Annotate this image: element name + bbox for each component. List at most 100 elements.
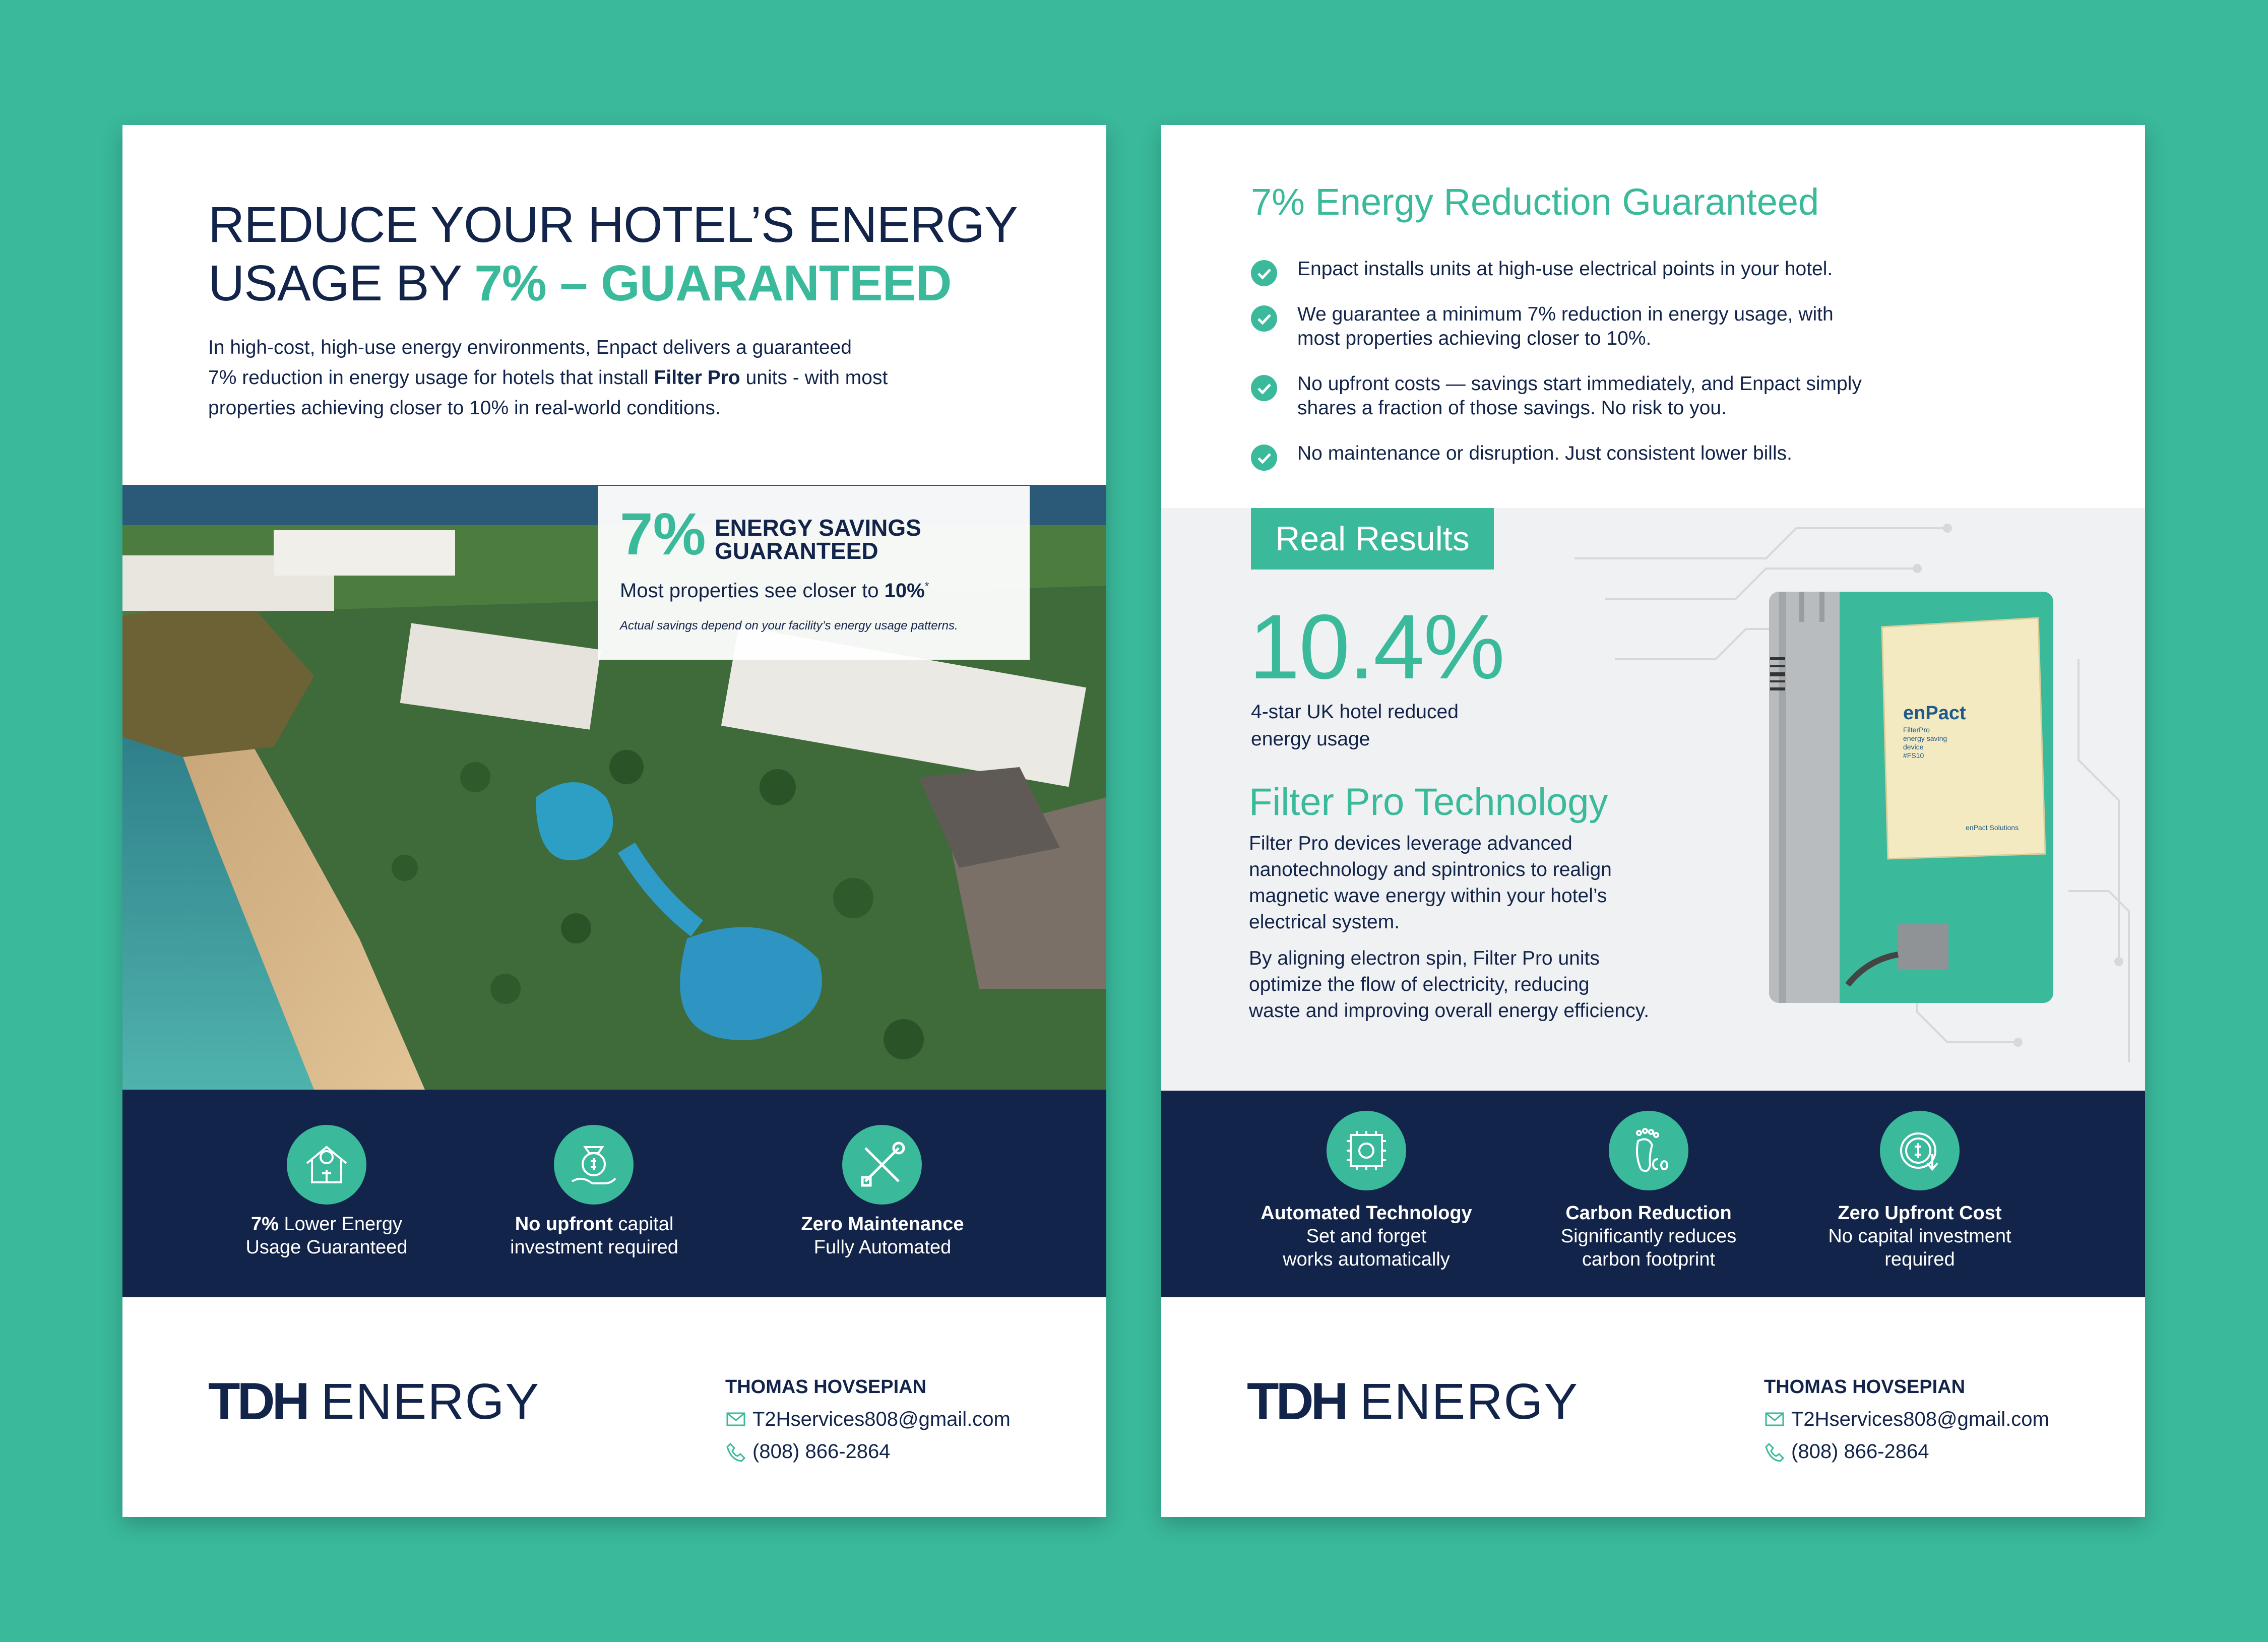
feature-line: works automatically [1283,1249,1450,1270]
callout-sub-value: 10% [884,580,925,602]
callout-percent: 7% [620,501,706,567]
feature-zero-upfront: Zero Upfront Cost No capital investment … [1797,1202,2042,1271]
feature-line: Fully Automated [813,1237,952,1258]
benefit-text: shares a fraction of those savings. No r… [1297,397,1727,419]
features-band: 7% Lower Energy Usage Guaranteed No upfr… [122,1090,1106,1297]
benefit-text: No upfront costs — savings start immedia… [1297,373,1862,395]
feature-line: No capital investment [1828,1226,2011,1247]
contact-block: THOMAS HOVSEPIAN T2Hservices808@gmail.co… [1764,1371,2049,1468]
benefit-item: We guarantee a minimum 7% reduction in e… [1251,302,1957,351]
contact-email[interactable]: T2Hservices808@gmail.com [752,1408,1011,1430]
contact-phone-row[interactable]: (808) 866-2864 [725,1435,1011,1468]
feature-lower-energy: 7% Lower Energy Usage Guaranteed [213,1213,440,1259]
tech-line: By aligning electron spin, Filter Pro un… [1249,948,1600,969]
stat-label: 4-star UK hotel reduced energy usage [1251,699,1553,753]
tech-paragraph-2: By aligning electron spin, Filter Pro un… [1249,945,1703,1024]
stat-value: 10.4% [1249,595,1505,698]
feature-text: Lower Energy [278,1214,402,1235]
contact-email-row[interactable]: T2Hservices808@gmail.com [1764,1403,2049,1435]
logo-word: ENERGY [321,1373,540,1430]
callout-note: Actual savings depend on your facility’s… [620,619,958,633]
feature-line: required [1884,1249,1955,1270]
logo-mark: TDH [1247,1372,1349,1431]
check-icon [1251,445,1277,471]
benefit-text: We guarantee a minimum 7% reduction in e… [1297,303,1834,325]
footprint-co2-icon [1609,1111,1688,1190]
contact-email[interactable]: T2Hservices808@gmail.com [1791,1408,2049,1430]
phone-icon [1765,1442,1785,1462]
feature-text: capital [612,1214,674,1235]
callout-footnote-mark: * [924,580,929,593]
feature-title: Zero Upfront Cost [1838,1203,2002,1224]
phone-icon [726,1442,746,1462]
email-icon [726,1412,745,1426]
flyer-page-2: 7% Energy Reduction Guaranteed Enpact in… [1161,125,2145,1517]
headline-prefix: USAGE BY [208,255,475,311]
intro-text: units - with most [740,367,888,389]
check-icon [1251,375,1277,401]
device-label-line: energy saving [1903,734,1947,742]
device-brand: enPact [1903,703,1966,724]
intro-text: 7% reduction in energy usage for hotels … [208,367,654,389]
company-logo: TDH ENERGY [208,1372,540,1431]
feature-line: Usage Guaranteed [245,1237,408,1258]
logo-word: ENERGY [1359,1373,1579,1430]
feature-line: 7% Lower Energy [213,1213,440,1236]
callout-heading-line: GUARANTEED [715,538,878,564]
contact-phone-row[interactable]: (808) 866-2864 [1764,1435,2049,1468]
tech-line: nanotechnology and spintronics to realig… [1249,859,1612,880]
page-headline: REDUCE YOUR HOTEL’S ENERGY USAGE BY 7% –… [208,196,1018,312]
benefit-text: Enpact installs units at high-use electr… [1297,258,1833,280]
feature-bold: No upfront [515,1214,613,1235]
tech-line: waste and improving overall energy effic… [1249,1000,1650,1022]
money-hand-icon [554,1125,634,1205]
feature-bold: 7% [251,1214,279,1235]
contact-phone[interactable]: (808) 866-2864 [752,1440,891,1463]
benefit-text: No maintenance or disruption. Just consi… [1297,443,1792,464]
page-heading: 7% Energy Reduction Guaranteed [1251,181,1819,223]
feature-line: Set and forget [1306,1226,1427,1247]
tech-heading: Filter Pro Technology [1249,781,1608,824]
feature-automated: Automated Technology Set and forget work… [1244,1202,1489,1271]
tools-icon [842,1125,922,1205]
tech-line: optimize the flow of electricity, reduci… [1249,974,1590,995]
benefit-item: No maintenance or disruption. Just consi… [1251,441,1957,471]
feature-title: Automated Technology [1261,1203,1472,1224]
company-logo: TDH ENERGY [1247,1372,1579,1431]
dollar-arrow-icon [1880,1111,1960,1190]
tech-line: Filter Pro devices leverage advanced [1249,833,1572,854]
contact-block: THOMAS HOVSEPIAN T2Hservices808@gmail.co… [725,1371,1011,1468]
feature-bold: Zero Maintenance [801,1214,964,1235]
benefit-text: most properties achieving closer to 10%. [1297,328,1652,349]
logo-mark: TDH [208,1372,310,1431]
benefit-item: No upfront costs — savings start immedia… [1251,372,1957,420]
device-label-line: device [1903,743,1924,751]
real-results-badge: Real Results [1251,508,1494,570]
tech-paragraph-1: Filter Pro devices leverage advanced nan… [1249,831,1703,935]
intro-line: properties achieving closer to 10% in re… [208,397,721,419]
tech-line: electrical system. [1249,911,1400,933]
device-footer-text: enPact Solutions [1966,824,2019,832]
device-label-line: #FS10 [1903,751,1924,760]
callout-sub-prefix: Most properties see closer to [620,580,885,602]
callout-heading-line: ENERGY SAVINGS [715,515,921,541]
feature-line: Zero Maintenance [767,1213,998,1236]
feature-line: carbon footprint [1582,1249,1716,1270]
feature-line: investment required [510,1237,678,1258]
contact-phone[interactable]: (808) 866-2864 [1791,1440,1929,1463]
callout-heading: ENERGY SAVINGS GUARANTEED [715,516,926,562]
contact-email-row[interactable]: T2Hservices808@gmail.com [725,1403,1011,1435]
headline-line-1: REDUCE YOUR HOTEL’S ENERGY [208,197,1018,253]
intro-line: In high-cost, high-use energy environmen… [208,337,852,358]
benefit-item: Enpact installs units at high-use electr… [1251,257,1957,286]
savings-callout: 7% ENERGY SAVINGS GUARANTEED Most proper… [598,486,1030,660]
contact-name: THOMAS HOVSEPIAN [1764,1376,1966,1398]
feature-carbon: Carbon Reduction Significantly reduces c… [1526,1202,1771,1271]
headline-highlight: 7% – GUARANTEED [474,255,952,311]
filter-pro-device-photo: enPact FilterPro energy saving device #F… [1769,592,2053,1003]
intro-paragraph: In high-cost, high-use energy environmen… [208,333,964,423]
device-label-line: FilterPro [1903,726,1930,734]
contact-name: THOMAS HOVSEPIAN [725,1376,927,1398]
tech-line: magnetic wave energy within your hotel’s [1249,885,1607,907]
check-icon [1251,305,1277,332]
